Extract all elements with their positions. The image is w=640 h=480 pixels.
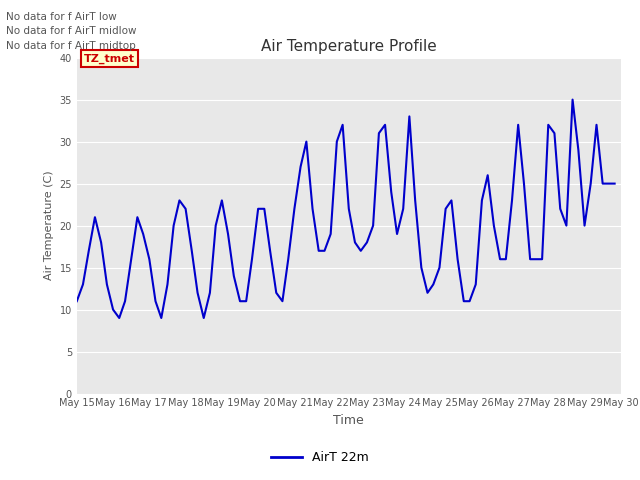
X-axis label: Time: Time <box>333 414 364 427</box>
Title: Air Temperature Profile: Air Temperature Profile <box>261 39 436 54</box>
Text: No data for f AirT midlow: No data for f AirT midlow <box>6 26 137 36</box>
Legend: AirT 22m: AirT 22m <box>266 446 374 469</box>
Text: TZ_tmet: TZ_tmet <box>84 54 135 64</box>
Text: No data for f AirT low: No data for f AirT low <box>6 12 117 22</box>
Text: No data for f AirT midtop: No data for f AirT midtop <box>6 41 136 51</box>
Y-axis label: Air Temperature (C): Air Temperature (C) <box>44 171 54 280</box>
